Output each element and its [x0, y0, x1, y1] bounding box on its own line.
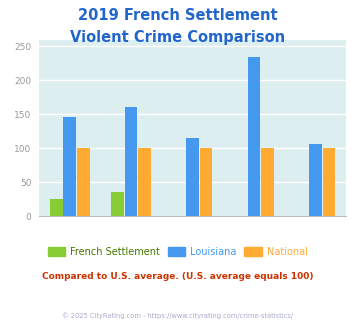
- Text: © 2025 CityRating.com - https://www.cityrating.com/crime-statistics/: © 2025 CityRating.com - https://www.city…: [62, 312, 293, 318]
- Legend: French Settlement, Louisiana, National: French Settlement, Louisiana, National: [44, 243, 311, 261]
- Text: 2019 French Settlement: 2019 French Settlement: [78, 8, 277, 23]
- Bar: [138, 148, 151, 216]
- Text: Compared to U.S. average. (U.S. average equals 100): Compared to U.S. average. (U.S. average …: [42, 272, 313, 281]
- Bar: [50, 199, 62, 216]
- Bar: [125, 107, 137, 216]
- Bar: [248, 57, 260, 216]
- Bar: [309, 144, 322, 216]
- Bar: [323, 148, 335, 216]
- Text: Violent Crime Comparison: Violent Crime Comparison: [70, 30, 285, 45]
- Bar: [200, 148, 212, 216]
- Bar: [77, 148, 89, 216]
- Bar: [261, 148, 274, 216]
- Bar: [111, 192, 124, 216]
- Bar: [64, 117, 76, 216]
- Bar: [186, 138, 199, 216]
